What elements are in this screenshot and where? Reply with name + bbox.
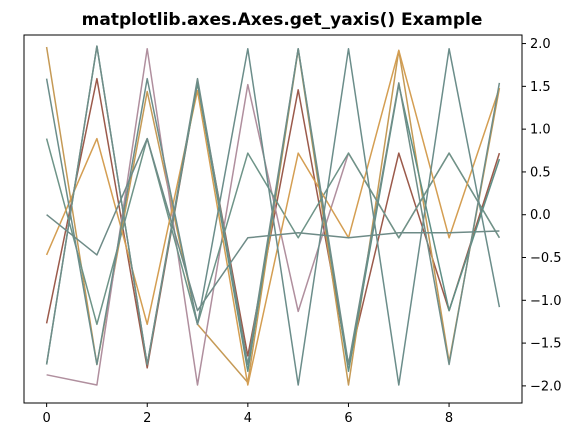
y-tick-label: 0.5 [530,165,551,180]
y-tick-label: 1.0 [530,123,551,138]
series-line-6 [45,47,501,386]
series-line-7 [46,137,500,312]
series-layer [45,45,501,386]
x-axis: 0 2 4 6 8 [42,403,453,426]
chart-title: matplotlib.axes.Axes.get_yaxis() Example [82,10,483,30]
x-tick-label: 4 [244,411,252,426]
series-line-1 [45,77,501,369]
y-tick-label: 2.0 [530,37,551,52]
y-tick-label: 1.5 [530,80,551,95]
y-tick-label: 0.0 [530,208,551,223]
x-tick-label: 2 [143,411,151,426]
series-line-9 [45,45,501,366]
y-tick-label: −1.5 [530,337,562,352]
y-axis-right: 2.0 1.5 1.0 0.5 0.0 −0.5 −1.0 −1.5 −2.0 [522,37,562,394]
y-tick-label: −1.0 [530,294,562,309]
y-tick-label: −2.0 [530,379,562,394]
series-line-5 [45,49,501,386]
x-tick-label: 8 [445,411,453,426]
y-tick-label: −0.5 [530,251,562,266]
axes-frame [23,34,523,404]
x-tick-label: 0 [42,411,50,426]
x-tick-label: 6 [344,411,352,426]
